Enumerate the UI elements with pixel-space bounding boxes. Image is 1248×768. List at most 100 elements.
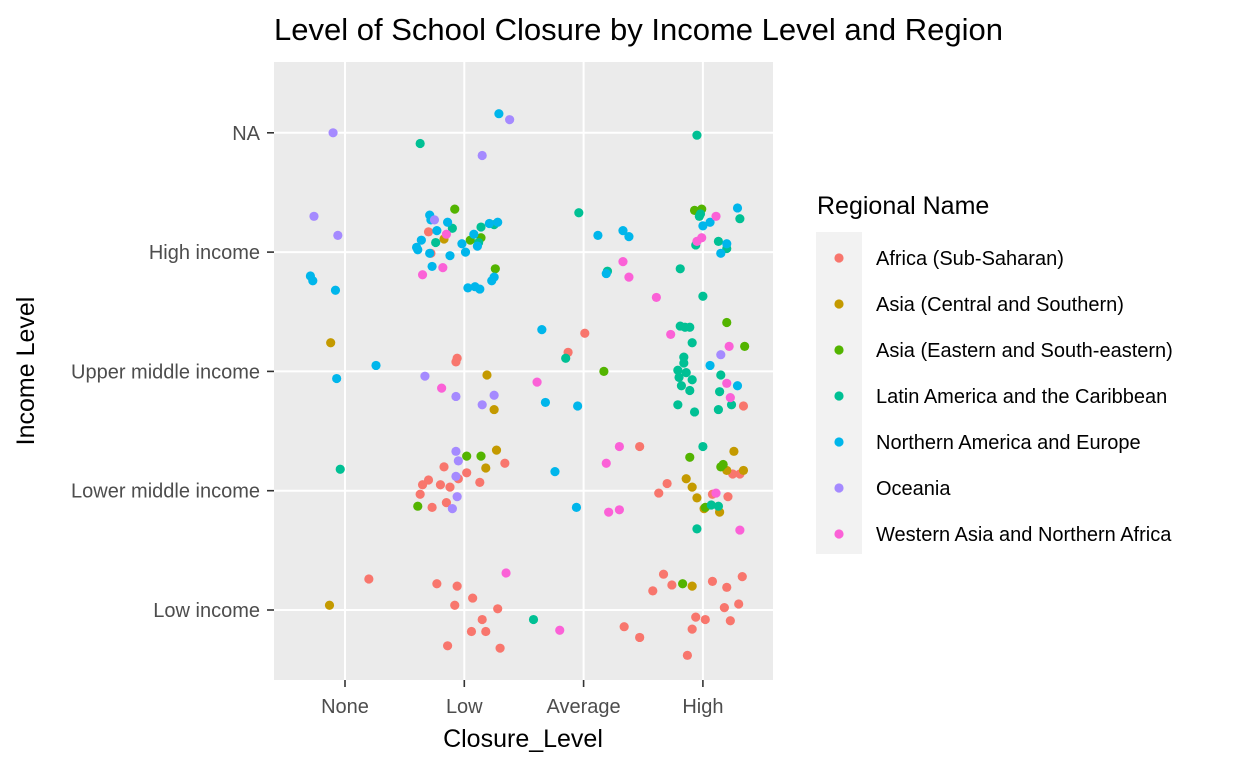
data-point: [450, 204, 460, 214]
data-point: [692, 493, 702, 503]
data-point: [685, 322, 695, 332]
data-point: [722, 378, 732, 388]
data-point: [738, 401, 749, 411]
data-point: [713, 236, 724, 246]
data-point: [676, 381, 687, 391]
data-point: [540, 397, 551, 408]
legend-label: Northern America and Europe: [876, 432, 1141, 454]
data-point: [738, 465, 749, 476]
data-point: [500, 458, 510, 468]
data-point: [722, 317, 732, 328]
data-point: [326, 338, 336, 348]
data-point: [460, 247, 471, 257]
data-point: [429, 215, 440, 225]
data-point: [682, 650, 692, 660]
data-point: [698, 291, 708, 301]
data-point: [435, 480, 446, 490]
data-point: [441, 229, 452, 239]
data-point: [740, 341, 750, 351]
data-point: [489, 390, 499, 400]
data-point: [432, 579, 442, 589]
data-point: [614, 441, 624, 452]
data-point: [463, 283, 473, 293]
data-point: [475, 477, 485, 487]
data-point: [451, 471, 461, 481]
data-point: [532, 377, 542, 387]
legend-key: [834, 391, 844, 401]
legend-title: Regional Name: [817, 192, 989, 220]
data-point: [735, 214, 745, 224]
legend-key: [834, 253, 844, 263]
data-point: [654, 488, 664, 498]
data-point: [635, 632, 645, 643]
x-axis: None Low Average High: [321, 680, 723, 718]
data-point: [732, 381, 743, 391]
data-point: [716, 248, 726, 258]
data-point: [481, 463, 491, 473]
data-point: [420, 371, 430, 381]
data-point: [445, 251, 455, 261]
data-point: [679, 358, 689, 368]
data-point: [328, 128, 338, 138]
data-point: [468, 593, 478, 603]
data-point: [494, 109, 504, 119]
data-point: [673, 400, 683, 410]
y-tick-label: Upper middle income: [71, 361, 260, 383]
data-point: [648, 586, 658, 596]
data-point: [735, 525, 745, 535]
data-point: [324, 600, 335, 610]
data-point: [477, 150, 487, 161]
data-point: [700, 614, 710, 625]
data-point: [453, 456, 463, 466]
data-point: [624, 272, 634, 282]
data-point: [599, 366, 609, 376]
data-point: [415, 489, 425, 499]
data-point: [477, 400, 487, 410]
x-tick-label: Average: [547, 696, 621, 718]
data-point: [651, 292, 661, 303]
data-point: [713, 501, 724, 511]
data-point: [413, 501, 423, 511]
data-point: [691, 612, 701, 622]
data-point: [550, 467, 560, 477]
data-point: [707, 576, 718, 586]
data-point: [689, 407, 700, 417]
data-point: [687, 482, 697, 492]
data-point: [423, 475, 434, 485]
x-tick-label: High: [682, 696, 723, 718]
data-point: [681, 367, 691, 378]
legend-label: Asia (Eastern and South-eastern): [876, 340, 1173, 362]
data-point: [423, 227, 434, 237]
data-point: [335, 464, 345, 474]
data-point: [618, 257, 628, 267]
data-point: [489, 404, 499, 415]
y-tick-label: Lower middle income: [71, 481, 260, 503]
data-point: [716, 370, 726, 380]
data-point: [573, 401, 583, 411]
data-point: [687, 375, 697, 385]
data-point: [457, 239, 467, 249]
data-point: [505, 115, 515, 125]
data-point: [580, 328, 590, 338]
data-point: [445, 482, 455, 492]
legend-key: [834, 483, 844, 493]
data-point: [675, 264, 685, 274]
legend-key: [834, 299, 844, 309]
data-point: [537, 325, 547, 335]
data-point: [371, 360, 381, 371]
data-point: [451, 391, 461, 402]
data-point: [695, 209, 706, 219]
data-point: [705, 217, 715, 227]
x-axis-title: Closure_Level: [443, 725, 603, 753]
data-point: [447, 503, 457, 514]
data-point: [439, 462, 449, 472]
data-point: [624, 231, 634, 242]
data-point: [732, 203, 743, 213]
y-tick-label: NA: [232, 123, 260, 145]
data-point: [469, 229, 479, 239]
data-point: [462, 468, 472, 478]
data-point: [427, 502, 437, 513]
data-point: [687, 338, 697, 348]
data-point: [723, 492, 733, 502]
